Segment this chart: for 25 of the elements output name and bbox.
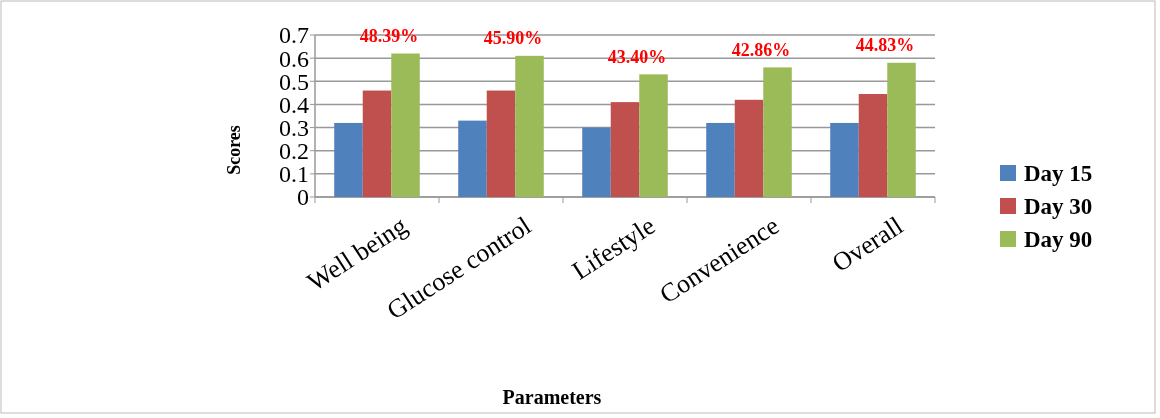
bar [362,90,392,197]
legend-label: Day 30 [1024,194,1093,220]
annotation: 42.86% [731,39,791,60]
annotation: 48.39% [359,25,419,46]
legend-label: Day 15 [1024,161,1093,187]
bar [706,122,735,197]
bar [515,55,544,197]
annotation: 45.90% [483,28,543,49]
bar [610,102,640,197]
y-axis-title: Scores [224,125,244,175]
annotation: 43.40% [607,46,667,67]
bar [858,94,888,197]
legend-label: Day 90 [1024,227,1093,253]
bar [334,122,363,197]
bar [486,90,516,197]
bar [830,122,859,197]
bar [639,74,668,197]
x-axis-title: Parameters [502,386,602,408]
bar [887,62,916,197]
bar [734,99,764,197]
bar [763,67,792,197]
bar [391,53,420,197]
bar [582,127,611,197]
annotation: 44.83% [855,35,915,56]
bar [458,120,487,197]
